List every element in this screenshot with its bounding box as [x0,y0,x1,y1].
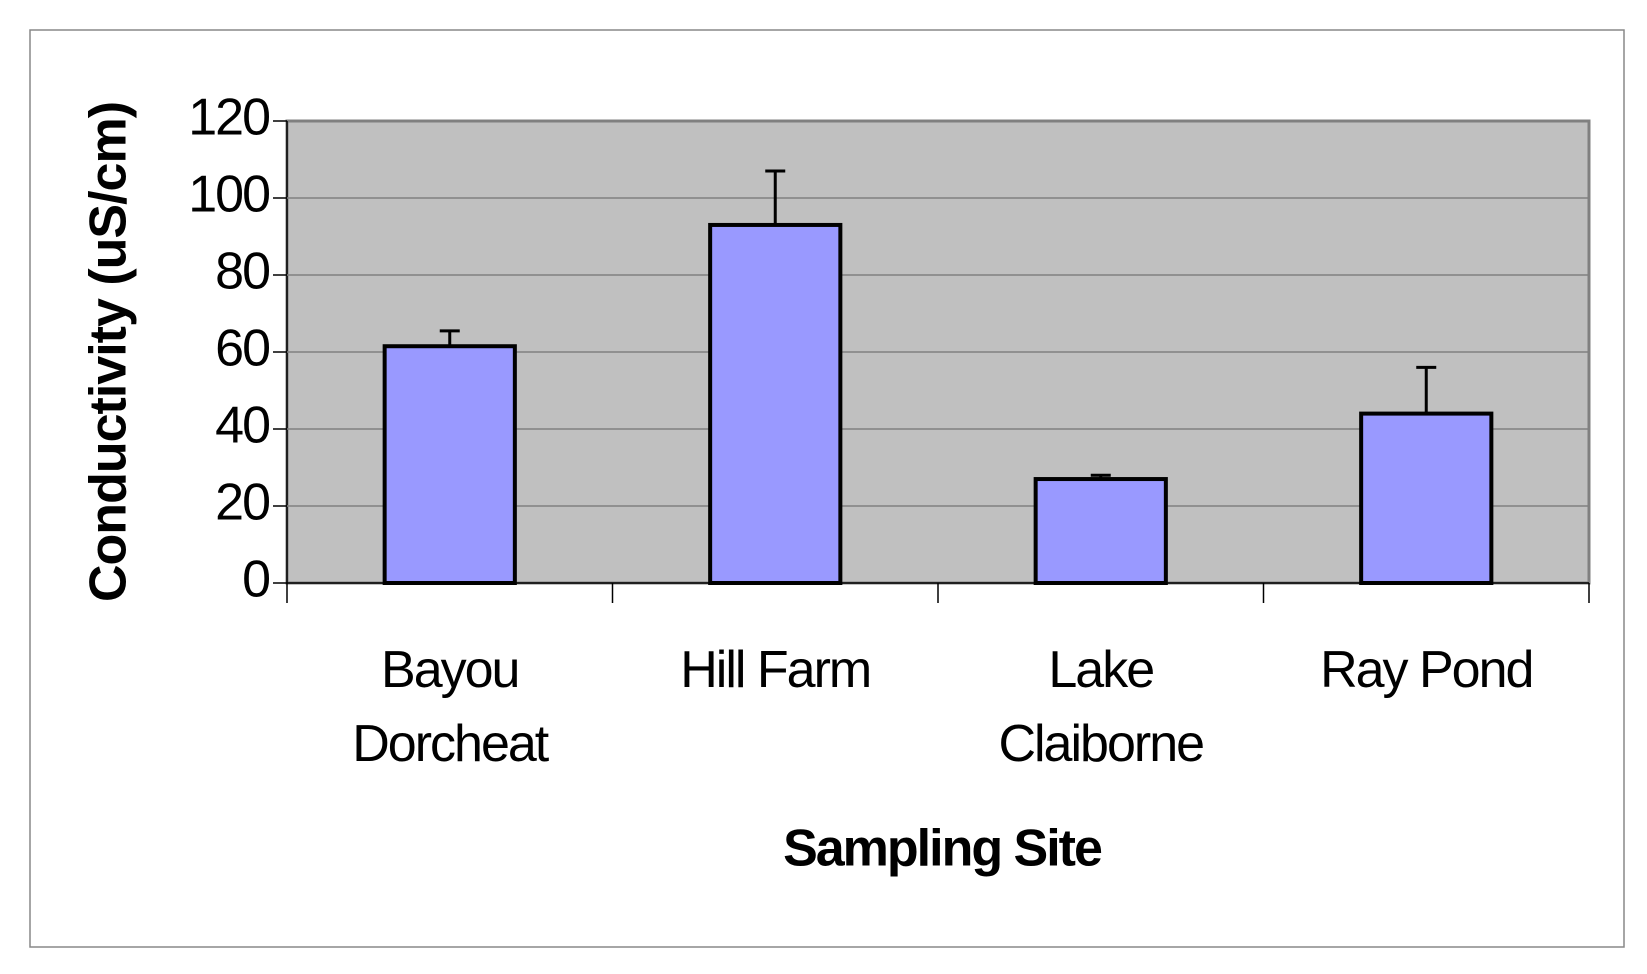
bar [1359,411,1494,585]
y-tick-label: 0 [242,551,269,609]
bar [1033,477,1168,585]
y-tick-label: 20 [215,474,269,532]
y-tick-label: 80 [215,243,269,301]
y-axis-title: Conductivity (uS/cm) [80,102,138,602]
bar [382,344,517,585]
y-tick-label: 120 [188,89,269,147]
x-tick-label: Bayou Dorcheat [352,641,549,773]
x-tick-label: Ray Pond [1320,641,1534,699]
bar [708,222,843,585]
x-tick-label: Hill Farm [680,641,872,699]
y-tick-label: 100 [188,166,269,224]
x-axis-title: Sampling Site [783,820,1102,878]
y-tick-label: 40 [215,397,269,455]
y-tick-label: 60 [215,320,269,378]
x-tick-label: Lake Claiborne [998,641,1205,773]
